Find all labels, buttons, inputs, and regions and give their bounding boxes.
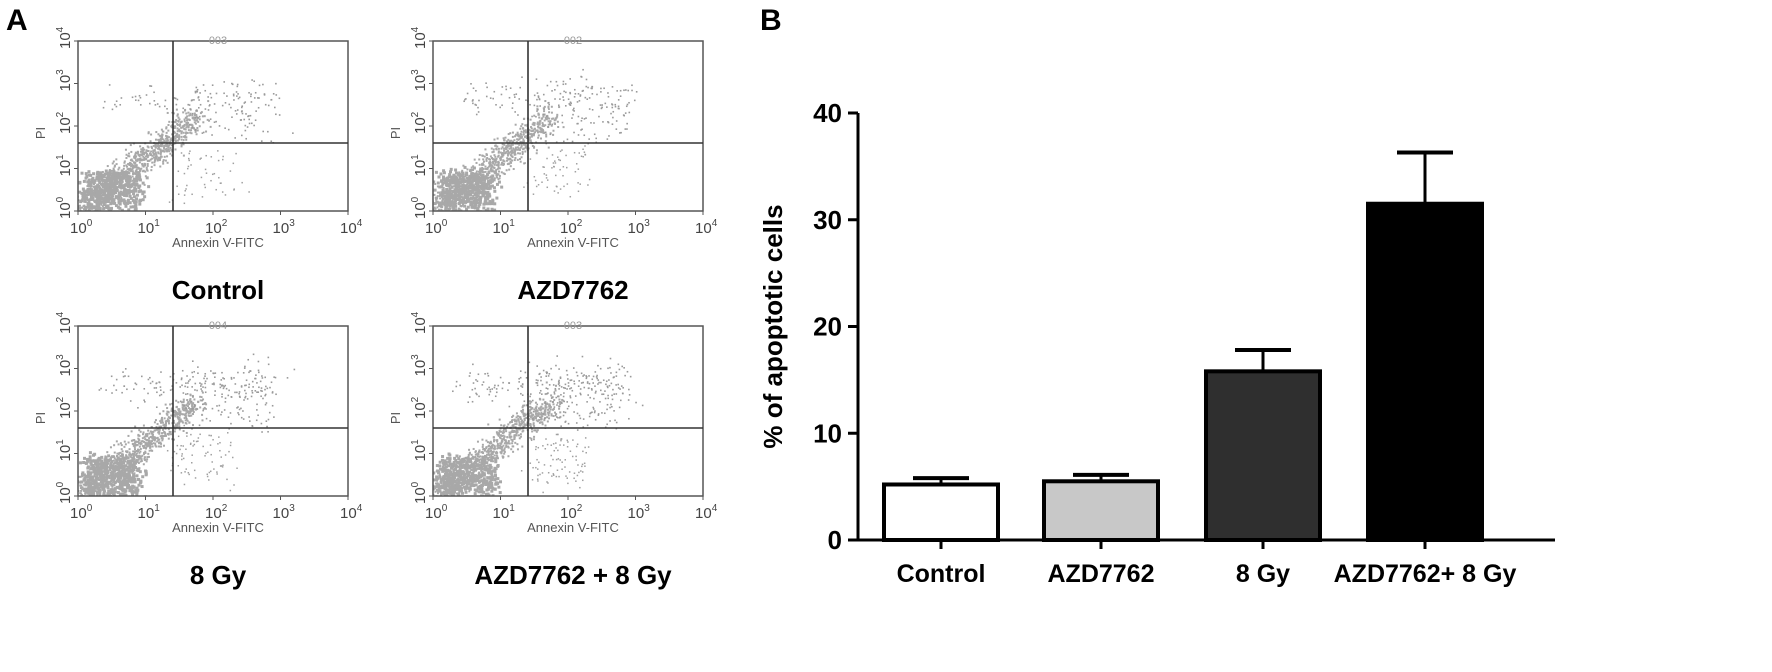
- flow-x-tick-label: 100: [70, 503, 93, 522]
- flow-y-tick-label: 103: [410, 69, 429, 92]
- flow-panel-caption: AZD7762: [517, 275, 628, 305]
- y-tick-label: 20: [813, 312, 842, 342]
- flow-x-tick-label: 101: [493, 218, 516, 237]
- bar-1: [884, 484, 998, 540]
- y-tick-label: 30: [813, 205, 842, 235]
- flow-x-tick-label: 101: [138, 503, 161, 522]
- flow-y-tick-label: 104: [410, 26, 429, 49]
- flow-x-tick-label: 103: [628, 503, 651, 522]
- flow-x-tick-label: 103: [628, 218, 651, 237]
- panel-label-a: A: [6, 4, 28, 37]
- x-category-label: 8 Gy: [1236, 560, 1290, 588]
- flow-sample-code: 002: [564, 35, 582, 47]
- flow-y-tick-label: 103: [55, 354, 74, 377]
- flow-panel-caption: AZD7762 + 8 Gy: [474, 560, 672, 590]
- flow-x-axis-label: Annexin V-FITC: [527, 520, 619, 535]
- flow-panel-caption: 8 Gy: [190, 560, 247, 590]
- x-category-label: Control: [897, 560, 986, 588]
- flow-y-tick-label: 100: [410, 481, 429, 504]
- flow-x-tick-label: 100: [425, 503, 448, 522]
- flow-y-tick-label: 102: [55, 396, 74, 419]
- flow-y-tick-label: 101: [410, 439, 429, 462]
- flow-dots: [72, 354, 295, 508]
- flow-y-tick-label: 102: [55, 111, 74, 134]
- flow-dots: [425, 69, 637, 221]
- flow-x-tick-label: 103: [273, 218, 296, 237]
- flow-panel-caption: Control: [172, 275, 264, 305]
- flow-y-axis-label: PI: [388, 127, 403, 139]
- flow-sample-code: 003: [564, 320, 582, 332]
- flow-x-tick-label: 103: [273, 503, 296, 522]
- x-category-label: AZD7762+ 8 Gy: [1334, 560, 1517, 588]
- flow-y-tick-label: 101: [55, 154, 74, 177]
- flow-y-tick-label: 103: [410, 354, 429, 377]
- flow-x-axis-label: Annexin V-FITC: [172, 520, 264, 535]
- flow-y-tick-label: 103: [55, 69, 74, 92]
- flow-dots: [70, 79, 294, 221]
- y-tick-label: 10: [813, 418, 842, 448]
- flow-x-tick-label: 104: [340, 218, 363, 237]
- flow-y-tick-label: 100: [410, 196, 429, 219]
- y-tick-label: 40: [813, 98, 842, 128]
- flow-x-tick-label: 104: [340, 503, 363, 522]
- flow-x-axis-label: Annexin V-FITC: [527, 235, 619, 250]
- flow-cytometry-panels: 003 100 101 102 103 104 100 101 102 103 104 Annexin…: [33, 26, 718, 590]
- bar-4: [1368, 204, 1482, 540]
- flow-x-tick-label: 101: [138, 218, 161, 237]
- flow-y-axis-label: PI: [33, 412, 48, 424]
- bar-2: [1044, 481, 1158, 540]
- flow-sample-code: 004: [209, 320, 227, 332]
- flow-y-tick-label: 102: [410, 111, 429, 134]
- bar-chart: 0 10 20 30 40 % of apoptotic cells Control AZD7…: [758, 98, 1555, 588]
- panel-label-b: B: [760, 4, 782, 37]
- flow-y-tick-label: 102: [410, 396, 429, 419]
- flow-y-tick-label: 104: [410, 311, 429, 334]
- flow-dots: [423, 355, 644, 504]
- flow-y-tick-label: 100: [55, 196, 74, 219]
- x-category-label: AZD7762: [1048, 560, 1155, 588]
- flow-x-tick-label: 100: [425, 218, 448, 237]
- y-tick-label: 0: [828, 525, 842, 555]
- flow-y-tick-label: 104: [55, 311, 74, 334]
- flow-y-axis-label: PI: [388, 412, 403, 424]
- bar-3: [1206, 371, 1320, 540]
- flow-sample-code: 003: [209, 35, 227, 47]
- flow-x-tick-label: 104: [695, 218, 718, 237]
- flow-x-tick-label: 100: [70, 218, 93, 237]
- flow-y-tick-label: 100: [55, 481, 74, 504]
- flow-x-tick-label: 101: [493, 503, 516, 522]
- flow-y-axis-label: PI: [33, 127, 48, 139]
- flow-x-axis-label: Annexin V-FITC: [172, 235, 264, 250]
- flow-y-tick-label: 101: [55, 439, 74, 462]
- flow-y-tick-label: 101: [410, 154, 429, 177]
- flow-x-tick-label: 104: [695, 503, 718, 522]
- flow-y-tick-label: 104: [55, 26, 74, 49]
- y-axis-label: % of apoptotic cells: [758, 204, 788, 448]
